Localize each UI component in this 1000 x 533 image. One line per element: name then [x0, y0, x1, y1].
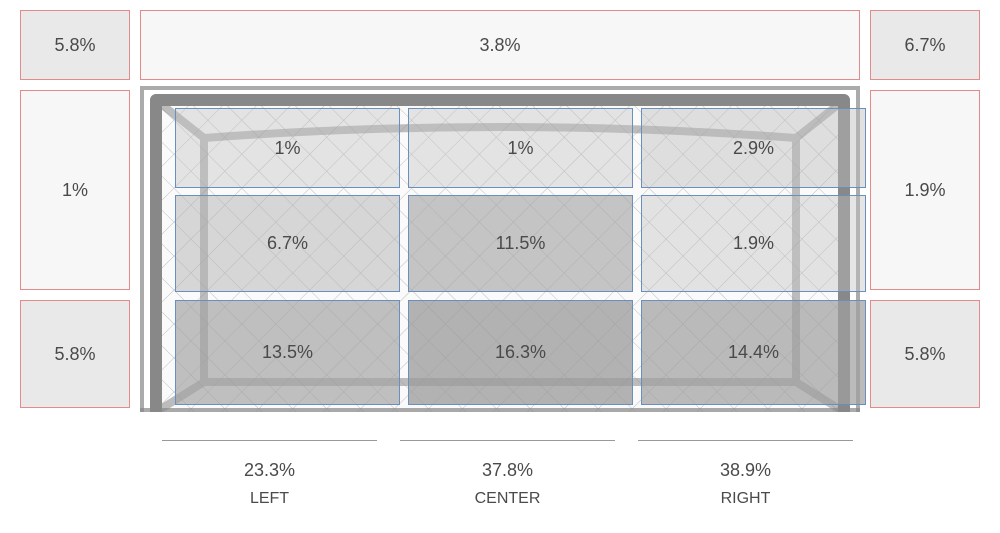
zone-outer-ml-value: 1% [62, 180, 88, 201]
zone-outer-top-value: 3.8% [479, 35, 520, 56]
zone-outer-tr: 6.7% [870, 10, 980, 80]
summary-line-0 [162, 440, 377, 441]
zone-outer-tl-value: 5.8% [54, 35, 95, 56]
summary-label-0: LEFT [162, 490, 377, 508]
zone-inner-r1-c2-value: 1.9% [733, 233, 774, 254]
zone-outer-mr: 1.9% [870, 90, 980, 290]
summary-label-2: RIGHT [638, 490, 853, 508]
zone-outer-tl: 5.8% [20, 10, 130, 80]
zone-inner-r1-c1: 11.5% [408, 195, 633, 292]
penalty-zone-chart: 3.8% 5.8% 6.7% 1% 1.9% 5.8% 5.8% 1% 1% 2.9% 6.7% 11… [0, 0, 1000, 533]
summary-pct-1: 37.8% [400, 460, 615, 481]
zone-inner-r2-c0: 13.5% [175, 300, 400, 405]
zone-inner-r2-c1-value: 16.3% [495, 342, 546, 363]
zone-inner-r2-c1: 16.3% [408, 300, 633, 405]
summary-line-2 [638, 440, 853, 441]
zone-inner-r1-c1-value: 11.5% [496, 233, 546, 254]
zone-outer-bl-value: 5.8% [54, 344, 95, 365]
zone-inner-r1-c2: 1.9% [641, 195, 866, 292]
summary-pct-2: 38.9% [638, 460, 853, 481]
zone-outer-br-value: 5.8% [904, 344, 945, 365]
zone-inner-r0-c1: 1% [408, 108, 633, 188]
zone-inner-r0-c1-value: 1% [507, 138, 533, 159]
zone-inner-r2-c0-value: 13.5% [262, 342, 313, 363]
zone-outer-top: 3.8% [140, 10, 860, 80]
zone-inner-r1-c0-value: 6.7% [267, 233, 308, 254]
zone-inner-r0-c2-value: 2.9% [733, 138, 774, 159]
zone-inner-r0-c2: 2.9% [641, 108, 866, 188]
summary-line-1 [400, 440, 615, 441]
zone-outer-br: 5.8% [870, 300, 980, 408]
zone-outer-tr-value: 6.7% [904, 35, 945, 56]
zone-inner-r2-c2: 14.4% [641, 300, 866, 405]
zone-outer-mr-value: 1.9% [904, 180, 945, 201]
zone-outer-ml: 1% [20, 90, 130, 290]
zone-inner-r2-c2-value: 14.4% [728, 342, 779, 363]
zone-outer-bl: 5.8% [20, 300, 130, 408]
zone-inner-r0-c0-value: 1% [274, 138, 300, 159]
summary-pct-0: 23.3% [162, 460, 377, 481]
summary-label-1: CENTER [400, 490, 615, 508]
zone-inner-r0-c0: 1% [175, 108, 400, 188]
zone-inner-r1-c0: 6.7% [175, 195, 400, 292]
